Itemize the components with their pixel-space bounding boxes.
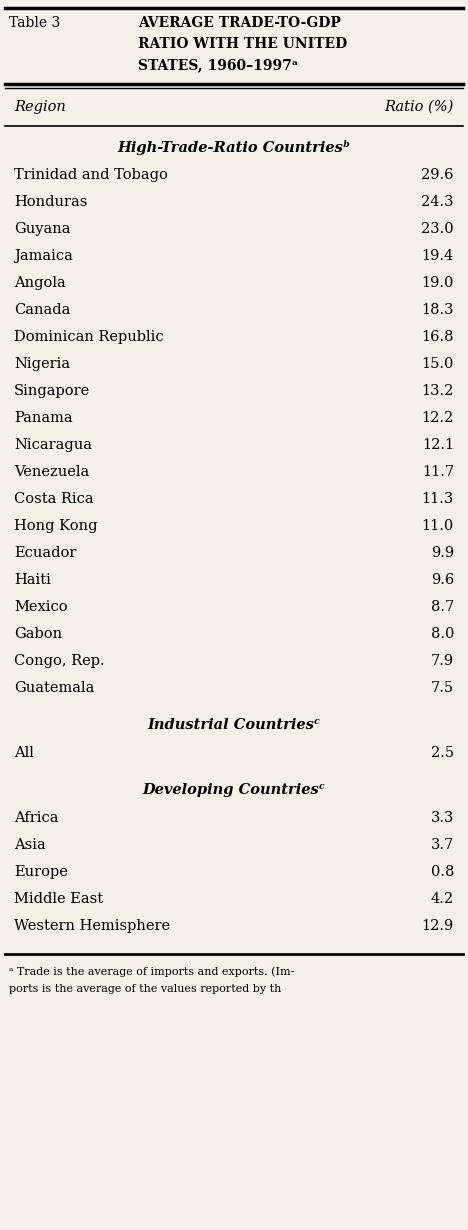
Text: 16.8: 16.8	[422, 330, 454, 344]
Text: Trinidad and Tobago: Trinidad and Tobago	[14, 169, 168, 182]
Text: Western Hemisphere: Western Hemisphere	[14, 919, 170, 934]
Text: ports is the average of the values reported by th: ports is the average of the values repor…	[9, 984, 282, 994]
Text: All: All	[14, 747, 34, 760]
Text: Canada: Canada	[14, 303, 70, 317]
Text: High-Trade-Ratio Countriesᵇ: High-Trade-Ratio Countriesᵇ	[117, 140, 351, 155]
Text: 7.9: 7.9	[431, 654, 454, 668]
Text: 8.7: 8.7	[431, 600, 454, 614]
Text: 9.9: 9.9	[431, 546, 454, 560]
Text: 12.2: 12.2	[422, 411, 454, 426]
Text: Singapore: Singapore	[14, 384, 90, 399]
Text: Venezuela: Venezuela	[14, 465, 89, 478]
Text: Africa: Africa	[14, 811, 58, 825]
Text: 8.0: 8.0	[431, 627, 454, 641]
Text: AVERAGE TRADE-TO-GDP: AVERAGE TRADE-TO-GDP	[138, 16, 341, 30]
Text: 11.3: 11.3	[422, 492, 454, 506]
Text: 7.5: 7.5	[431, 681, 454, 695]
Text: 4.2: 4.2	[431, 892, 454, 907]
Text: Gabon: Gabon	[14, 627, 62, 641]
Text: 29.6: 29.6	[422, 169, 454, 182]
Text: Table 3: Table 3	[9, 16, 61, 30]
Text: 13.2: 13.2	[422, 384, 454, 399]
Text: Mexico: Mexico	[14, 600, 68, 614]
Text: 2.5: 2.5	[431, 747, 454, 760]
Text: Ratio (%): Ratio (%)	[385, 100, 454, 114]
Text: Industrial Countriesᶜ: Industrial Countriesᶜ	[147, 718, 321, 732]
Text: 11.7: 11.7	[422, 465, 454, 478]
Text: 9.6: 9.6	[431, 573, 454, 587]
Text: Middle East: Middle East	[14, 892, 103, 907]
Text: 23.0: 23.0	[421, 221, 454, 236]
Text: RATIO WITH THE UNITED: RATIO WITH THE UNITED	[138, 37, 347, 50]
Text: Guyana: Guyana	[14, 221, 71, 236]
Text: 18.3: 18.3	[422, 303, 454, 317]
Text: Developing Countriesᶜ: Developing Countriesᶜ	[142, 784, 326, 797]
Text: 3.7: 3.7	[431, 838, 454, 852]
Text: Asia: Asia	[14, 838, 46, 852]
Text: Nigeria: Nigeria	[14, 357, 70, 371]
Text: 24.3: 24.3	[422, 196, 454, 209]
Text: 19.4: 19.4	[422, 248, 454, 263]
Text: Costa Rica: Costa Rica	[14, 492, 94, 506]
Text: 15.0: 15.0	[422, 357, 454, 371]
Text: Nicaragua: Nicaragua	[14, 438, 92, 451]
Text: 12.9: 12.9	[422, 919, 454, 934]
Text: Ecuador: Ecuador	[14, 546, 76, 560]
Text: Honduras: Honduras	[14, 196, 88, 209]
Text: Guatemala: Guatemala	[14, 681, 95, 695]
Text: 11.0: 11.0	[422, 519, 454, 533]
Text: Angola: Angola	[14, 276, 66, 290]
Text: Haiti: Haiti	[14, 573, 51, 587]
Text: Panama: Panama	[14, 411, 73, 426]
Text: 0.8: 0.8	[431, 865, 454, 879]
Text: Hong Kong: Hong Kong	[14, 519, 97, 533]
Text: Dominican Republic: Dominican Republic	[14, 330, 164, 344]
Text: ᵃ Trade is the average of imports and exports. (Im-: ᵃ Trade is the average of imports and ex…	[9, 966, 295, 977]
Text: Region: Region	[14, 100, 66, 114]
Text: 19.0: 19.0	[422, 276, 454, 290]
Text: Congo, Rep.: Congo, Rep.	[14, 654, 105, 668]
Text: 12.1: 12.1	[422, 438, 454, 451]
Text: Europe: Europe	[14, 865, 68, 879]
Text: Jamaica: Jamaica	[14, 248, 73, 263]
Text: 3.3: 3.3	[431, 811, 454, 825]
Text: STATES, 1960–1997ᵃ: STATES, 1960–1997ᵃ	[138, 58, 298, 73]
